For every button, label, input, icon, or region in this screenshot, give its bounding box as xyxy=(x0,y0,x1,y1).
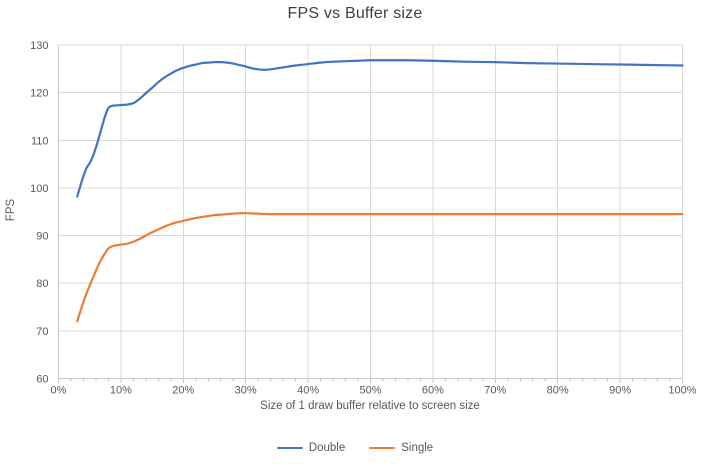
x-tick-label: 100% xyxy=(668,385,696,397)
x-tick-label: 80% xyxy=(547,385,569,397)
legend-item-single: Single xyxy=(369,442,433,454)
y-tick-label: 130 xyxy=(30,40,48,52)
y-tick-label: 110 xyxy=(31,135,49,147)
x-tick-label: 40% xyxy=(297,385,319,397)
chart-title: FPS vs Buffer size xyxy=(287,5,423,22)
legend-item-double: Double xyxy=(276,442,346,454)
x-tick-label: 50% xyxy=(359,385,381,397)
y-tick-label: 80 xyxy=(36,278,48,290)
legend: Double Single xyxy=(0,438,710,458)
x-tick-label: 60% xyxy=(422,385,444,397)
x-tick-label: 20% xyxy=(172,385,194,397)
x-tick-label: 0% xyxy=(51,385,67,397)
series-line-single xyxy=(76,212,684,323)
y-tick-label: 120 xyxy=(30,88,48,100)
y-tick-label: 70 xyxy=(36,326,48,338)
legend-label-single: Single xyxy=(401,442,434,454)
x-tick-label: 10% xyxy=(110,385,132,397)
y-tick-label: 90 xyxy=(36,231,48,243)
x-axis-title: Size of 1 draw buffer relative to screen… xyxy=(260,400,480,412)
series-line-double xyxy=(76,59,684,198)
legend-swatch-double-line xyxy=(276,446,303,450)
x-tick-label: 30% xyxy=(235,385,257,397)
legend-swatch-single-line xyxy=(369,446,396,450)
y-tick-label: 100 xyxy=(30,183,48,195)
y-tick-label: 60 xyxy=(36,374,48,386)
x-tick-label: 90% xyxy=(609,385,631,397)
x-tick-label: 70% xyxy=(484,385,506,397)
legend-label-double: Double xyxy=(308,442,346,454)
y-axis-title: FPS xyxy=(5,198,17,222)
